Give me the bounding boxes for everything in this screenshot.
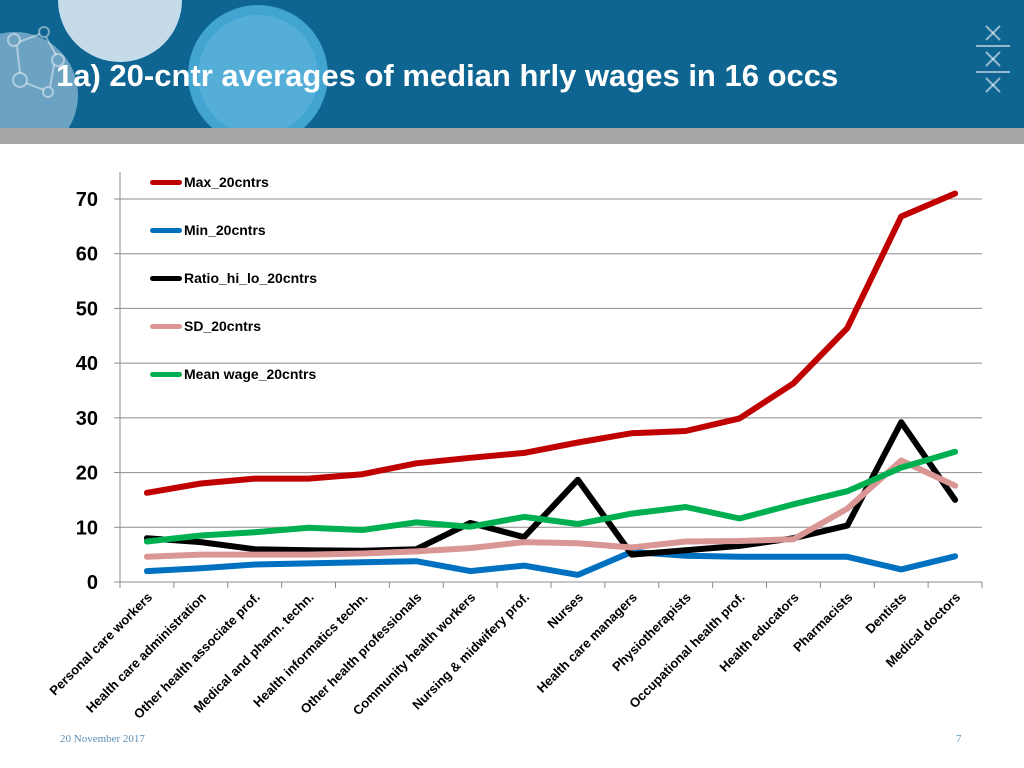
legend-label: Min_20cntrs [184, 222, 266, 238]
y-tick-label: 70 [76, 189, 98, 211]
x-tick-label: Dentists [862, 590, 909, 637]
legend-item: Ratio_hi_lo_20cntrs [150, 268, 317, 288]
cross-pattern-icon [976, 25, 1010, 93]
decorative-circle [188, 5, 328, 128]
page-number: 7 [956, 733, 962, 745]
y-tick-label: 20 [76, 463, 98, 485]
legend-label: Max_20cntrs [184, 174, 269, 190]
series-line [143, 457, 959, 560]
legend-swatch [150, 227, 182, 233]
legend-swatch [150, 179, 182, 185]
legend-label: SD_20cntrs [184, 318, 262, 334]
x-tick-label: Personal care workers [46, 590, 155, 699]
series-line [143, 548, 959, 578]
legend-swatch [150, 275, 182, 281]
legend-label: Ratio_hi_lo_20cntrs [184, 270, 318, 286]
legend-item: Min_20cntrs [150, 220, 266, 240]
y-tick-label: 50 [76, 298, 98, 320]
x-tick-label: Health care managers [534, 590, 640, 696]
y-tick-label: 0 [87, 572, 98, 594]
series-line [143, 448, 959, 545]
y-tick-label: 10 [76, 517, 98, 539]
x-tick-label: Nursing & midwifery prof. [409, 590, 532, 713]
decorative-circle [198, 15, 318, 128]
header-banner: 1a) 20-cntr averages of median hrly wage… [0, 0, 1024, 128]
legend-label: Mean wage_20cntrs [184, 366, 317, 382]
slide-title: 1a) 20-cntr averages of median hrly wage… [56, 58, 839, 93]
legend-swatch [150, 371, 182, 377]
x-tick-label: Nurses [544, 590, 586, 632]
legend-item: SD_20cntrs [150, 316, 261, 336]
legend-swatch [150, 323, 182, 329]
legend-item: Mean wage_20cntrs [150, 364, 316, 384]
header-divider [0, 128, 1024, 144]
footer-date: 20 November 2017 [60, 733, 145, 745]
series-line [143, 419, 959, 558]
legend-item: Max_20cntrs [150, 172, 269, 192]
chart-legend: Max_20cntrs Min_20cntrs Ratio_hi_lo_20cntr… [150, 172, 410, 402]
y-tick-label: 30 [76, 408, 98, 430]
y-tick-label: 60 [76, 244, 98, 266]
y-tick-label: 40 [76, 353, 98, 375]
molecule-icon [7, 26, 65, 98]
series-line [143, 190, 959, 496]
